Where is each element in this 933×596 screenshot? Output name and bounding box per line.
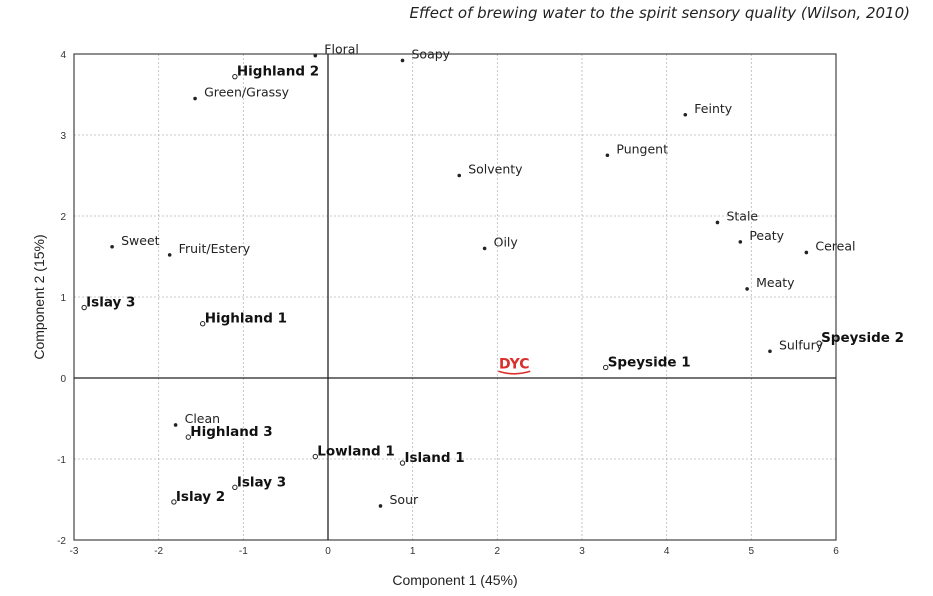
x-tick-label: -2 — [154, 546, 163, 557]
dyc-watermark: DYC — [499, 356, 530, 372]
x-tick-label: -3 — [70, 546, 79, 557]
attribute-label-floral: Floral — [324, 42, 359, 57]
attribute-point-cereal — [804, 250, 809, 255]
y-tick-label: -1 — [57, 455, 66, 466]
attribute-point-pungent — [605, 153, 610, 158]
attribute-label-sour: Sour — [389, 492, 419, 507]
attribute-point-green-grassy — [193, 96, 197, 101]
y-tick-label: 3 — [60, 131, 66, 142]
y-axis-label: Component 2 (15%) — [31, 234, 47, 359]
attribute-point-meaty — [745, 287, 749, 291]
sample-label-highland-1: Highland 1 — [205, 311, 287, 327]
y-tick-label: -2 — [57, 536, 66, 547]
sample-point-islay-3 — [81, 304, 87, 311]
x-tick-label: 5 — [749, 546, 755, 557]
attribute-point-peaty — [738, 240, 743, 244]
x-tick-label: 6 — [833, 546, 839, 557]
x-tick-label: 3 — [579, 546, 585, 557]
attribute-label-cereal: Cereal — [815, 238, 855, 253]
attribute-label-feinty: Feinty — [694, 101, 732, 116]
attribute-point-floral — [313, 53, 318, 58]
attribute-label-sulfury: Sulfury — [779, 337, 824, 352]
attribute-label-oily: Oily — [494, 234, 519, 249]
gridlines — [74, 54, 836, 540]
plot-frame — [73, 53, 837, 541]
x-tick-label: 1 — [410, 546, 416, 557]
x-tick-label: -1 — [239, 546, 248, 557]
attribute-point-fruit-estery — [167, 253, 172, 257]
x-tick-label: 2 — [495, 546, 501, 557]
sample-point-island-1 — [399, 460, 406, 466]
sample-point-islay-3 — [232, 484, 238, 491]
sample-point-highland-3 — [185, 434, 192, 440]
attribute-point-sweet — [110, 244, 114, 249]
attribute-point-stale — [715, 220, 720, 225]
attribute-label-soapy: Soapy — [412, 46, 451, 61]
sample-label-highland-3: Highland 3 — [190, 424, 272, 440]
attribute-label-fruit-estery: Fruit/Estery — [179, 241, 251, 256]
attribute-point-sulfury — [768, 349, 772, 354]
attribute-point-clean — [173, 423, 178, 427]
y-tick-label: 2 — [60, 212, 66, 223]
x-tick-label: 0 — [325, 546, 331, 557]
attribute-label-pungent: Pungent — [616, 141, 668, 156]
attribute-label-clean: Clean — [185, 411, 220, 426]
y-tick-label: 0 — [60, 374, 66, 385]
attribute-label-peaty: Peaty — [749, 228, 784, 243]
sample-point-speyside-2 — [816, 340, 822, 346]
attribute-label-stale: Stale — [726, 208, 758, 223]
attribute-label-green-grassy: Green/Grassy — [204, 85, 290, 100]
sample-label-speyside-2: Speyside 2 — [821, 330, 904, 346]
x-axis-label: Component 1 (45%) — [392, 572, 517, 588]
sample-label-islay-3: Islay 3 — [86, 295, 135, 311]
attribute-label-meaty: Meaty — [756, 275, 795, 290]
data-points: Floral Soapy Green/Grassy Feinty Pungent Solv… — [81, 42, 904, 508]
sample-point-highland-2 — [232, 73, 238, 80]
zero-axes — [74, 54, 836, 540]
sample-label-islay-2: Islay 2 — [176, 489, 225, 505]
sample-label-speyside-1: Speyside 1 — [608, 354, 691, 370]
x-tick-label: 4 — [664, 546, 670, 557]
sample-label-highland-2: Highland 2 — [237, 64, 319, 80]
attribute-point-feinty — [683, 112, 688, 117]
tick-labels: -3 -2 -1 0 1 2 3 4 5 6 -2 -1 0 1 2 3 4 — [57, 50, 839, 557]
sample-point-islay-2 — [171, 499, 177, 505]
attribute-label-solventy: Solventy — [468, 162, 523, 177]
sample-point-speyside-1 — [603, 364, 609, 371]
sample-label-island-1: Island 1 — [405, 450, 465, 466]
sample-label-islay-3: Islay 3 — [237, 474, 286, 490]
attribute-point-soapy — [400, 58, 405, 63]
attribute-point-solventy — [457, 173, 462, 178]
chart-title: Effect of brewing water to the spirit se… — [409, 4, 910, 22]
sample-label-lowland-1: Lowland 1 — [317, 444, 394, 460]
y-tick-label: 4 — [60, 50, 66, 61]
watermark-swoosh — [498, 370, 531, 375]
attribute-point-sour — [378, 504, 383, 508]
y-tick-label: 1 — [60, 293, 66, 304]
attribute-point-oily — [482, 246, 487, 251]
sample-point-highland-1 — [199, 321, 206, 327]
attribute-label-sweet: Sweet — [121, 233, 160, 248]
sample-point-lowland-1 — [312, 453, 318, 460]
